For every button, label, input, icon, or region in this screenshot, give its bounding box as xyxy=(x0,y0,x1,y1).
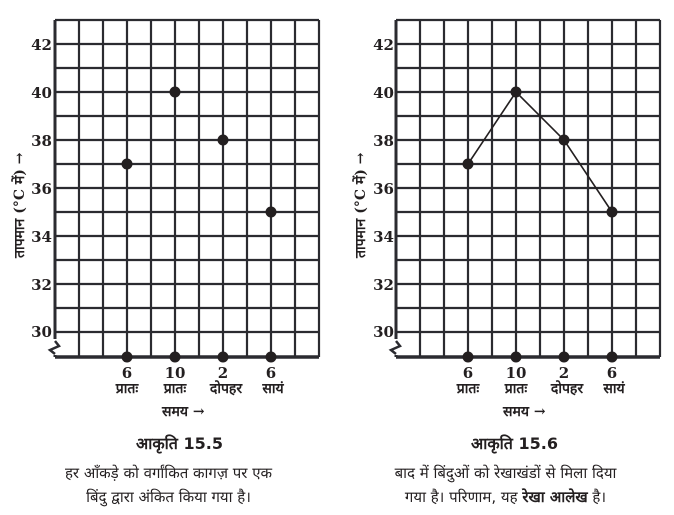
scatter-plot-grid xyxy=(47,18,321,363)
x-axis-label: समय → xyxy=(162,404,205,420)
y-tick-32: 32 xyxy=(373,276,394,294)
x-tick-marker xyxy=(606,351,618,363)
x-tick-marker xyxy=(462,351,474,363)
y-tick-42: 42 xyxy=(31,36,52,54)
y-tick-40: 40 xyxy=(373,84,394,102)
figure-title: आकृति 15.6 xyxy=(471,434,558,453)
x-word-evening: सायं xyxy=(603,381,625,397)
x-tick-marker xyxy=(217,351,229,363)
x-tick-6am: 6 xyxy=(121,364,133,382)
caption-emphasis-line-graph: रेखा आलेख xyxy=(522,488,588,506)
data-point xyxy=(510,86,522,98)
y-tick-40: 40 xyxy=(31,84,52,102)
figure-15-6-panel: तापमान (°C में) → 42 40 38 36 34 32 30 6… xyxy=(337,0,674,515)
x-tick-marker xyxy=(558,351,570,363)
data-point xyxy=(265,206,277,218)
figure-title: आकृति 15.5 xyxy=(136,434,223,453)
x-tick-6pm: 6 xyxy=(265,364,277,382)
data-point xyxy=(217,134,229,146)
caption-line-2: गया है। परिणाम, यह रेखा आलेख है। xyxy=(337,485,674,509)
data-point xyxy=(558,134,570,146)
y-tick-38: 38 xyxy=(373,132,394,150)
caption-text: गया है। परिणाम, यह xyxy=(404,488,523,506)
y-tick-34: 34 xyxy=(31,228,52,246)
x-tick-10am: 10 xyxy=(505,364,527,382)
data-point xyxy=(121,158,133,170)
caption-line-2: बिंदु द्वारा अंकित किया गया है। xyxy=(86,488,251,506)
y-tick-36: 36 xyxy=(373,180,394,198)
data-point xyxy=(462,158,474,170)
figure-caption: हर आँकड़े को वर्गांकित कागज़ पर एक बिंदु… xyxy=(0,461,337,509)
figure-caption: बाद में बिंदुओं को रेखाखंडों से मिला दिय… xyxy=(337,461,674,509)
axis-break-icon xyxy=(47,340,61,355)
x-tick-6am: 6 xyxy=(462,364,474,382)
x-word-evening: सायं xyxy=(262,381,284,397)
x-word-morning-2: प्रातः xyxy=(163,381,187,397)
y-tick-30: 30 xyxy=(373,323,394,341)
data-point xyxy=(169,86,181,98)
y-tick-32: 32 xyxy=(31,276,52,294)
caption-line-1: बाद में बिंदुओं को रेखाखंडों से मिला दिय… xyxy=(394,464,617,482)
y-tick-30: 30 xyxy=(31,323,52,341)
line-graph-grid xyxy=(388,18,662,363)
x-word-morning: प्रातः xyxy=(456,381,480,397)
y-tick-36: 36 xyxy=(31,180,52,198)
x-tick-marker xyxy=(169,351,181,363)
data-point xyxy=(606,206,618,218)
figure-15-5-panel: तापमान (°C में) → 42 40 38 36 34 32 30 6… xyxy=(0,18,337,509)
x-word-afternoon: दोपहर xyxy=(209,381,243,397)
x-word-morning: प्रातः xyxy=(115,381,139,397)
x-word-morning-2: प्रातः xyxy=(504,381,528,397)
x-tick-6pm: 6 xyxy=(606,364,618,382)
x-tick-10am: 10 xyxy=(164,364,186,382)
y-tick-34: 34 xyxy=(373,228,394,246)
y-tick-42: 42 xyxy=(373,36,394,54)
caption-text-end: है। xyxy=(587,488,607,506)
x-axis-label: समय → xyxy=(503,404,546,420)
x-tick-marker xyxy=(510,351,522,363)
x-tick-2pm: 2 xyxy=(558,364,570,382)
x-word-afternoon: दोपहर xyxy=(550,381,584,397)
x-tick-2pm: 2 xyxy=(217,364,229,382)
caption-line-1: हर आँकड़े को वर्गांकित कागज़ पर एक xyxy=(64,464,273,482)
x-tick-marker xyxy=(121,351,133,363)
data-line xyxy=(467,90,613,213)
axis-break-icon xyxy=(388,340,402,355)
y-tick-38: 38 xyxy=(31,132,52,150)
x-tick-marker xyxy=(265,351,277,363)
